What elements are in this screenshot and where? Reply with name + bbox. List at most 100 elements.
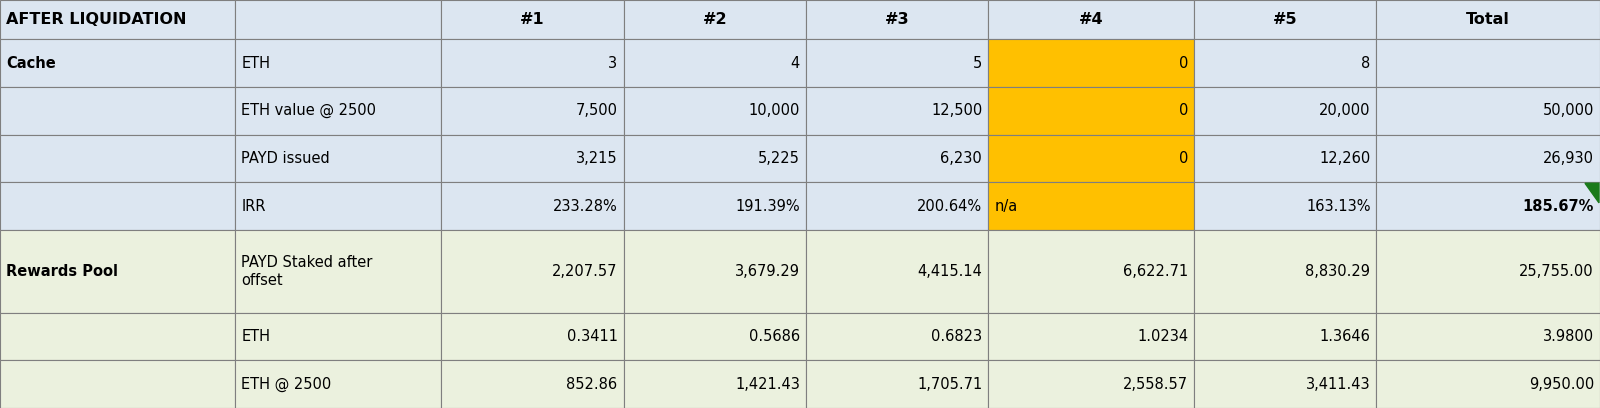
Text: 1,705.71: 1,705.71	[917, 377, 982, 392]
Text: Cache: Cache	[6, 55, 56, 71]
Text: PAYD issued: PAYD issued	[242, 151, 330, 166]
Text: n/a: n/a	[994, 199, 1018, 213]
Bar	[989, 87, 1194, 135]
Bar	[235, 39, 442, 87]
Text: 852.86: 852.86	[566, 377, 618, 392]
Text: 0.3411: 0.3411	[566, 329, 618, 344]
Bar	[1376, 135, 1600, 182]
Text: 2,558.57: 2,558.57	[1123, 377, 1189, 392]
Text: 0: 0	[1179, 103, 1189, 118]
Text: ETH: ETH	[242, 329, 270, 344]
Bar	[235, 360, 442, 408]
Text: Total: Total	[1466, 12, 1510, 27]
Bar	[624, 230, 806, 313]
Bar	[806, 135, 989, 182]
Text: 200.64%: 200.64%	[917, 199, 982, 213]
Bar	[624, 313, 806, 360]
Text: 5: 5	[973, 55, 982, 71]
Bar	[1194, 360, 1376, 408]
Bar	[989, 0, 1194, 39]
Text: 12,500: 12,500	[931, 103, 982, 118]
Text: #3: #3	[885, 12, 909, 27]
Bar	[806, 0, 989, 39]
Bar	[442, 230, 624, 313]
Text: 9,950.00: 9,950.00	[1528, 377, 1594, 392]
Text: ETH @ 2500: ETH @ 2500	[242, 377, 331, 392]
Text: 4: 4	[790, 55, 800, 71]
Text: #1: #1	[520, 12, 544, 27]
Text: 8,830.29: 8,830.29	[1306, 264, 1371, 279]
Bar	[442, 0, 624, 39]
Bar	[442, 313, 624, 360]
Bar	[0, 135, 235, 182]
Text: 8: 8	[1362, 55, 1371, 71]
Text: 185.67%: 185.67%	[1523, 199, 1594, 213]
Text: 1,421.43: 1,421.43	[734, 377, 800, 392]
Bar	[1194, 313, 1376, 360]
Text: 4,415.14: 4,415.14	[917, 264, 982, 279]
Text: 50,000: 50,000	[1542, 103, 1594, 118]
Bar	[235, 135, 442, 182]
Text: 3,215: 3,215	[576, 151, 618, 166]
Bar	[624, 39, 806, 87]
Text: 1.0234: 1.0234	[1138, 329, 1189, 344]
Bar	[1194, 87, 1376, 135]
Bar	[0, 313, 235, 360]
Bar	[1194, 0, 1376, 39]
Text: Rewards Pool: Rewards Pool	[6, 264, 118, 279]
Bar	[442, 39, 624, 87]
Text: 10,000: 10,000	[749, 103, 800, 118]
Bar	[806, 313, 989, 360]
Bar	[1194, 230, 1376, 313]
Bar	[989, 313, 1194, 360]
Bar	[989, 182, 1194, 230]
Bar	[624, 360, 806, 408]
Bar	[1194, 39, 1376, 87]
Bar	[235, 230, 442, 313]
Text: #4: #4	[1078, 12, 1104, 27]
Bar	[442, 182, 624, 230]
Text: 7,500: 7,500	[576, 103, 618, 118]
Bar	[1376, 39, 1600, 87]
Bar	[1194, 135, 1376, 182]
Text: 5,225: 5,225	[758, 151, 800, 166]
Bar	[235, 182, 442, 230]
Bar	[0, 87, 235, 135]
Text: #5: #5	[1274, 12, 1298, 27]
Text: 163.13%: 163.13%	[1306, 199, 1371, 213]
Bar	[235, 87, 442, 135]
Text: 0.5686: 0.5686	[749, 329, 800, 344]
Bar	[1194, 182, 1376, 230]
Bar	[0, 230, 235, 313]
Text: 25,755.00: 25,755.00	[1520, 264, 1594, 279]
Bar	[989, 39, 1194, 87]
Bar	[442, 135, 624, 182]
Text: 12,260: 12,260	[1320, 151, 1371, 166]
Bar	[989, 230, 1194, 313]
Bar	[624, 0, 806, 39]
Bar	[806, 360, 989, 408]
Bar	[235, 0, 442, 39]
Text: 6,622.71: 6,622.71	[1123, 264, 1189, 279]
Text: 233.28%: 233.28%	[552, 199, 618, 213]
Bar	[989, 360, 1194, 408]
Bar	[806, 230, 989, 313]
Text: 0: 0	[1179, 151, 1189, 166]
Text: 1.3646: 1.3646	[1320, 329, 1371, 344]
Bar	[442, 360, 624, 408]
Text: 0.6823: 0.6823	[931, 329, 982, 344]
Bar	[1376, 230, 1600, 313]
Text: #2: #2	[702, 12, 726, 27]
Text: IRR: IRR	[242, 199, 266, 213]
Bar	[0, 39, 235, 87]
Bar	[1376, 313, 1600, 360]
Bar	[0, 360, 235, 408]
Bar	[806, 182, 989, 230]
Bar	[806, 39, 989, 87]
Text: 20,000: 20,000	[1318, 103, 1371, 118]
Bar	[235, 313, 442, 360]
Bar	[1376, 0, 1600, 39]
Bar	[624, 182, 806, 230]
Bar	[624, 135, 806, 182]
Text: ETH value @ 2500: ETH value @ 2500	[242, 103, 376, 118]
